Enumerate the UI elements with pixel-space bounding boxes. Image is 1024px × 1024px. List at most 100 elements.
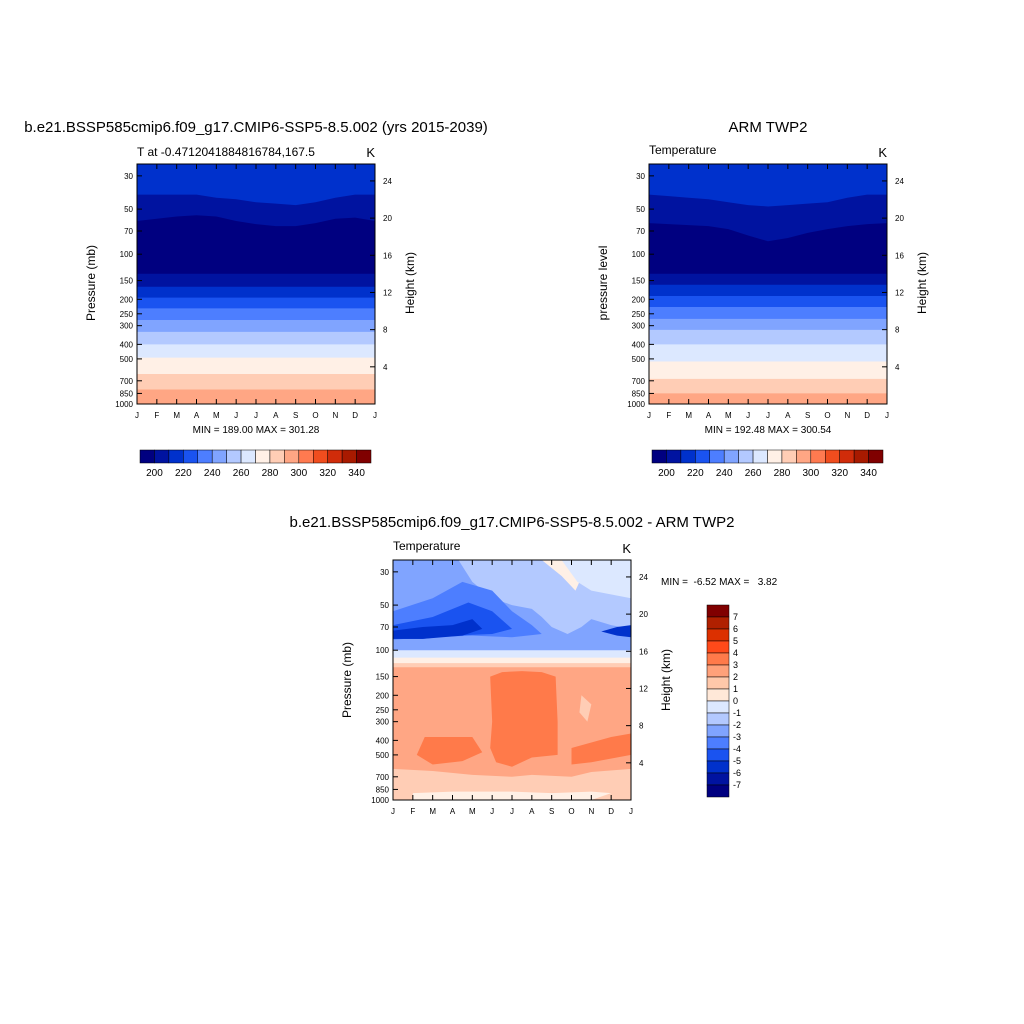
- obs-y2tick-label: 8: [895, 326, 900, 335]
- model-xtick-label: J: [135, 411, 139, 420]
- obs-cbar-label: 260: [745, 468, 762, 479]
- model-cbar-label: 340: [348, 468, 365, 479]
- model-cbar-cell: [226, 449, 242, 464]
- diff-y2tick-label: 8: [639, 722, 644, 731]
- model-cbar-cell: [183, 449, 198, 464]
- model-cbar-cell: [356, 449, 372, 464]
- model-ytick-label: 150: [120, 277, 134, 286]
- model-colorbar: 200 220 240 260 280 300 320 340: [139, 449, 372, 479]
- obs-xtick-label: J: [647, 411, 651, 420]
- model-ytick-label: 70: [124, 227, 133, 236]
- obs-y2tick-label: 12: [895, 288, 904, 297]
- diff-cbar-label: -5: [733, 756, 741, 766]
- obs-xtick-label: J: [766, 411, 770, 420]
- diff-cbar-label: 6: [733, 624, 738, 634]
- obs-cbar-cell: [810, 449, 826, 464]
- obs-cbar-cell: [825, 449, 840, 464]
- diff-cbar-cell: [706, 748, 730, 762]
- diff-cbar-cell: [706, 652, 730, 666]
- model-cbar-cell: [168, 449, 184, 464]
- obs-ytick-label: 500: [632, 355, 646, 364]
- model-xtick-label: F: [154, 411, 159, 420]
- diff-cbar-label: -2: [733, 720, 741, 730]
- diff-region-lighttop: [561, 560, 631, 599]
- obs-xtick-label: N: [844, 411, 850, 420]
- diff-cbar-label: 0: [733, 696, 738, 706]
- obs-cbar-label: 200: [658, 468, 675, 479]
- obs-cbar-cell: [680, 449, 696, 464]
- model-xtick-label: M: [173, 411, 180, 420]
- model-ylabel: Pressure (mb): [84, 245, 98, 321]
- diff-ytick-label: 850: [376, 785, 390, 794]
- diff-cbar-cell: [706, 784, 730, 798]
- diff-cbar-cell: [706, 616, 730, 630]
- model-cbar-label: 200: [146, 468, 163, 479]
- diff-cbar-label: 1: [733, 684, 738, 694]
- diff-ytick-label: 50: [380, 601, 389, 610]
- obs-cbar-cell: [796, 449, 812, 464]
- obs-cbar-cell: [868, 449, 884, 464]
- diff-ytick-label: 250: [376, 706, 390, 715]
- model-y2tick-label: 8: [383, 326, 388, 335]
- model-cbar-cell: [139, 449, 155, 464]
- diff-ytick-label: 1000: [371, 796, 389, 805]
- obs-cbar-label: 320: [831, 468, 848, 479]
- diff-ytick-label: 100: [376, 646, 390, 655]
- diff-y2tick-label: 12: [639, 684, 648, 693]
- model-y2label: Height (km): [403, 252, 417, 314]
- diff-xtick-label: J: [510, 807, 514, 816]
- model-xtick-label: A: [194, 411, 200, 420]
- obs-ytick-label: 1000: [627, 400, 645, 409]
- model-cbar-label: 260: [233, 468, 250, 479]
- diff-ytick-label: 150: [376, 673, 390, 682]
- obs-xtick-label: O: [824, 411, 830, 420]
- obs-variable-label: Temperature: [649, 143, 717, 157]
- obs-colorbar: 200 220 240 260 280 300 320 340: [651, 449, 884, 479]
- obs-cbar-cell: [723, 449, 739, 464]
- model-cbar-cell: [154, 449, 170, 464]
- obs-title: ARM TWP2: [729, 119, 808, 136]
- diff-ytick-label: 700: [376, 773, 390, 782]
- diff-xtick-label: A: [529, 807, 535, 816]
- obs-ytick-label: 30: [636, 172, 645, 181]
- obs-cbar-label: 300: [802, 468, 819, 479]
- obs-cbar-label: 340: [860, 468, 877, 479]
- diff-y2label: Height (km): [659, 649, 673, 711]
- model-cbar-cell: [298, 449, 314, 464]
- obs-xtick-label: D: [864, 411, 870, 420]
- model-cbar-cell: [255, 449, 271, 464]
- model-minmax: MIN = 189.00 MAX = 301.28: [193, 425, 320, 436]
- obs-ytick-label: 250: [632, 310, 646, 319]
- obs-minmax: MIN = 192.48 MAX = 300.54: [705, 425, 832, 436]
- diff-y2tick-label: 24: [639, 573, 648, 582]
- model-variable-label: T at -0.4712041884816784,167.5: [137, 145, 315, 159]
- diff-cbar-cell: [706, 736, 730, 750]
- diff-colorbar: 7 6 5 4 3 2 1 0 -1 -2 -3 -4 -5 -6 -7: [706, 604, 741, 798]
- diff-cbar-cell: [706, 724, 730, 738]
- model-xtick-label: S: [293, 411, 298, 420]
- model-xtick-label: J: [234, 411, 238, 420]
- diff-cbar-label: 3: [733, 660, 738, 670]
- obs-plot-area: J F M A M J J A S O N D J 30 50 70 100 150 200 250 300 400 500…: [627, 163, 904, 420]
- model-units: K: [366, 145, 375, 160]
- model-xtick-label: M: [213, 411, 220, 420]
- obs-xtick-label: J: [746, 411, 750, 420]
- diff-cbar-label: -1: [733, 708, 741, 718]
- obs-units: K: [878, 145, 887, 160]
- diff-cbar-label: -3: [733, 732, 741, 742]
- diff-minmax: MIN = -6.52 MAX = 3.82: [661, 577, 778, 588]
- diff-cbar-label: -6: [733, 768, 741, 778]
- obs-cbar-cell: [839, 449, 855, 464]
- diff-xtick-label: A: [450, 807, 456, 816]
- model-xtick-label: O: [312, 411, 318, 420]
- diff-xtick-label: D: [608, 807, 614, 816]
- obs-ytick-label: 700: [632, 377, 646, 386]
- model-ytick-label: 300: [120, 322, 134, 331]
- obs-ytick-label: 200: [632, 295, 646, 304]
- diff-y2tick-label: 4: [639, 759, 644, 768]
- diff-cbar-cell: [706, 772, 730, 786]
- obs-y2label: Height (km): [915, 252, 929, 314]
- model-ytick-label: 200: [120, 295, 134, 304]
- model-xtick-label: D: [352, 411, 358, 420]
- obs-cbar-cell: [709, 449, 725, 464]
